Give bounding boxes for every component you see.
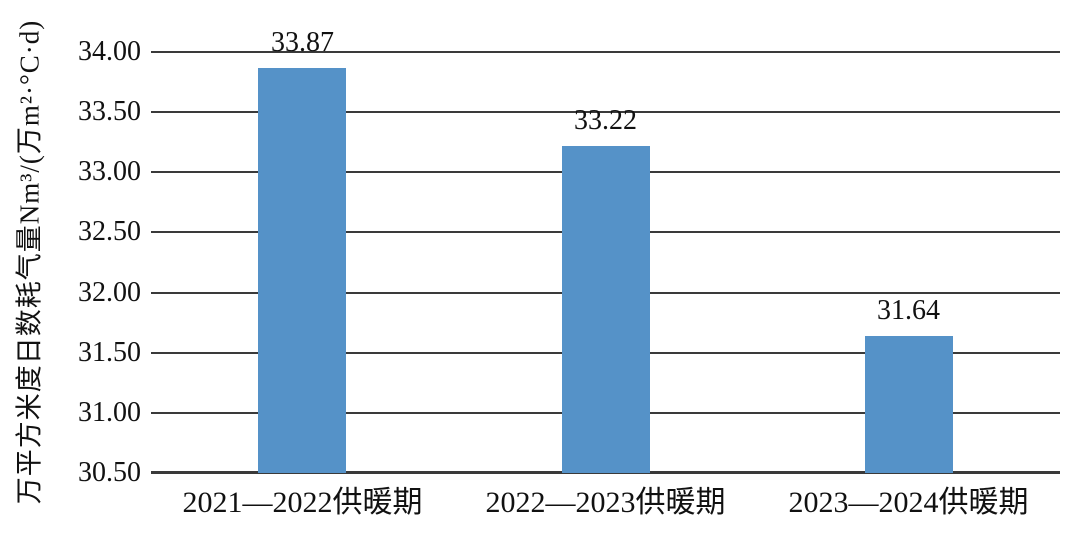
y-tick-label: 34.00	[78, 36, 141, 67]
bar	[561, 145, 650, 473]
bar	[258, 67, 347, 473]
plot-area: 33.87 33.22 31.64	[151, 27, 1060, 474]
y-tick-label: 33.00	[78, 156, 141, 188]
gridline	[151, 111, 1060, 114]
y-axis-tick-column: 34.00 33.50 33.00 32.50 32.00 31.50 31.00 30.50	[0, 36, 141, 488]
x-tick-label: 2021—2022供暖期	[182, 486, 423, 519]
y-tick-label: 33.50	[78, 96, 141, 128]
x-axis-labels: 2021—2022供暖期 2022—2023供暖期 2023—2024供暖期	[151, 484, 1060, 528]
y-tick-label: 32.00	[78, 276, 141, 308]
bar-value-label: 33.22	[574, 104, 637, 136]
y-tick-label: 30.50	[78, 457, 141, 488]
x-tick-label: 2023—2024供暖期	[788, 486, 1029, 519]
y-tick-label: 31.50	[78, 336, 141, 368]
x-tick-label: 2022—2023供暖期	[485, 486, 726, 519]
bar-value-label: 33.87	[270, 26, 334, 58]
gridline	[151, 51, 1060, 53]
y-tick-label: 31.00	[78, 396, 141, 428]
bar	[864, 335, 953, 473]
bar-value-label: 31.64	[877, 294, 940, 326]
y-tick-label: 32.50	[78, 216, 141, 248]
